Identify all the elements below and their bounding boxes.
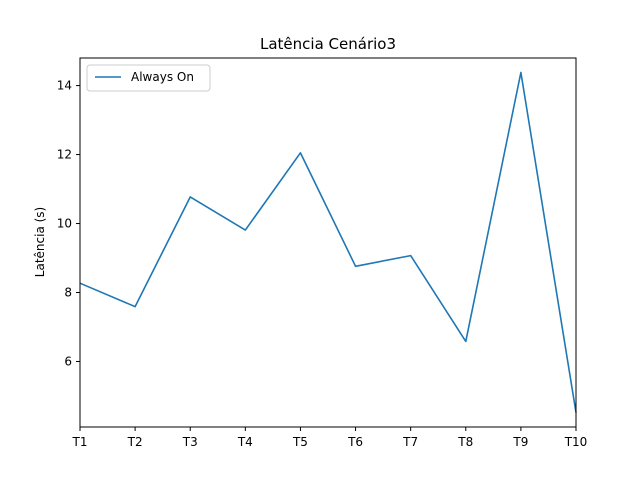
y-tick-label: 10 bbox=[57, 217, 72, 231]
y-axis-ticks: 6 8 10 12 14 bbox=[57, 79, 80, 368]
x-tick-label: T2 bbox=[127, 435, 143, 449]
x-tick-label: T5 bbox=[292, 435, 308, 449]
legend-label-always-on: Always On bbox=[131, 70, 194, 84]
legend: Always On bbox=[86, 64, 211, 92]
legend-box bbox=[86, 64, 211, 92]
y-tick-label: 14 bbox=[57, 79, 72, 93]
x-tick-label: T3 bbox=[182, 435, 198, 449]
chart-title: Latência Cenário3 bbox=[260, 35, 396, 53]
y-tick-label: 6 bbox=[64, 354, 72, 368]
y-axis-label: Latência (s) bbox=[33, 207, 47, 277]
x-tick-label: T1 bbox=[72, 435, 88, 449]
x-tick-label: T4 bbox=[237, 435, 253, 449]
plot-area bbox=[79, 71, 577, 413]
x-tick-label: T10 bbox=[564, 435, 588, 449]
x-tick-label: T7 bbox=[402, 435, 418, 449]
x-tick-label: T9 bbox=[512, 435, 528, 449]
x-tick-label: T6 bbox=[347, 435, 363, 449]
series-line-always-on bbox=[79, 71, 577, 413]
y-tick-label: 8 bbox=[64, 286, 72, 300]
y-tick-label: 12 bbox=[57, 148, 72, 162]
x-tick-label: T8 bbox=[457, 435, 473, 449]
plot-frame bbox=[79, 57, 577, 428]
x-axis-ticks: T1 T2 T3 T4 T5 T6 T7 T8 T9 T10 bbox=[72, 427, 588, 449]
